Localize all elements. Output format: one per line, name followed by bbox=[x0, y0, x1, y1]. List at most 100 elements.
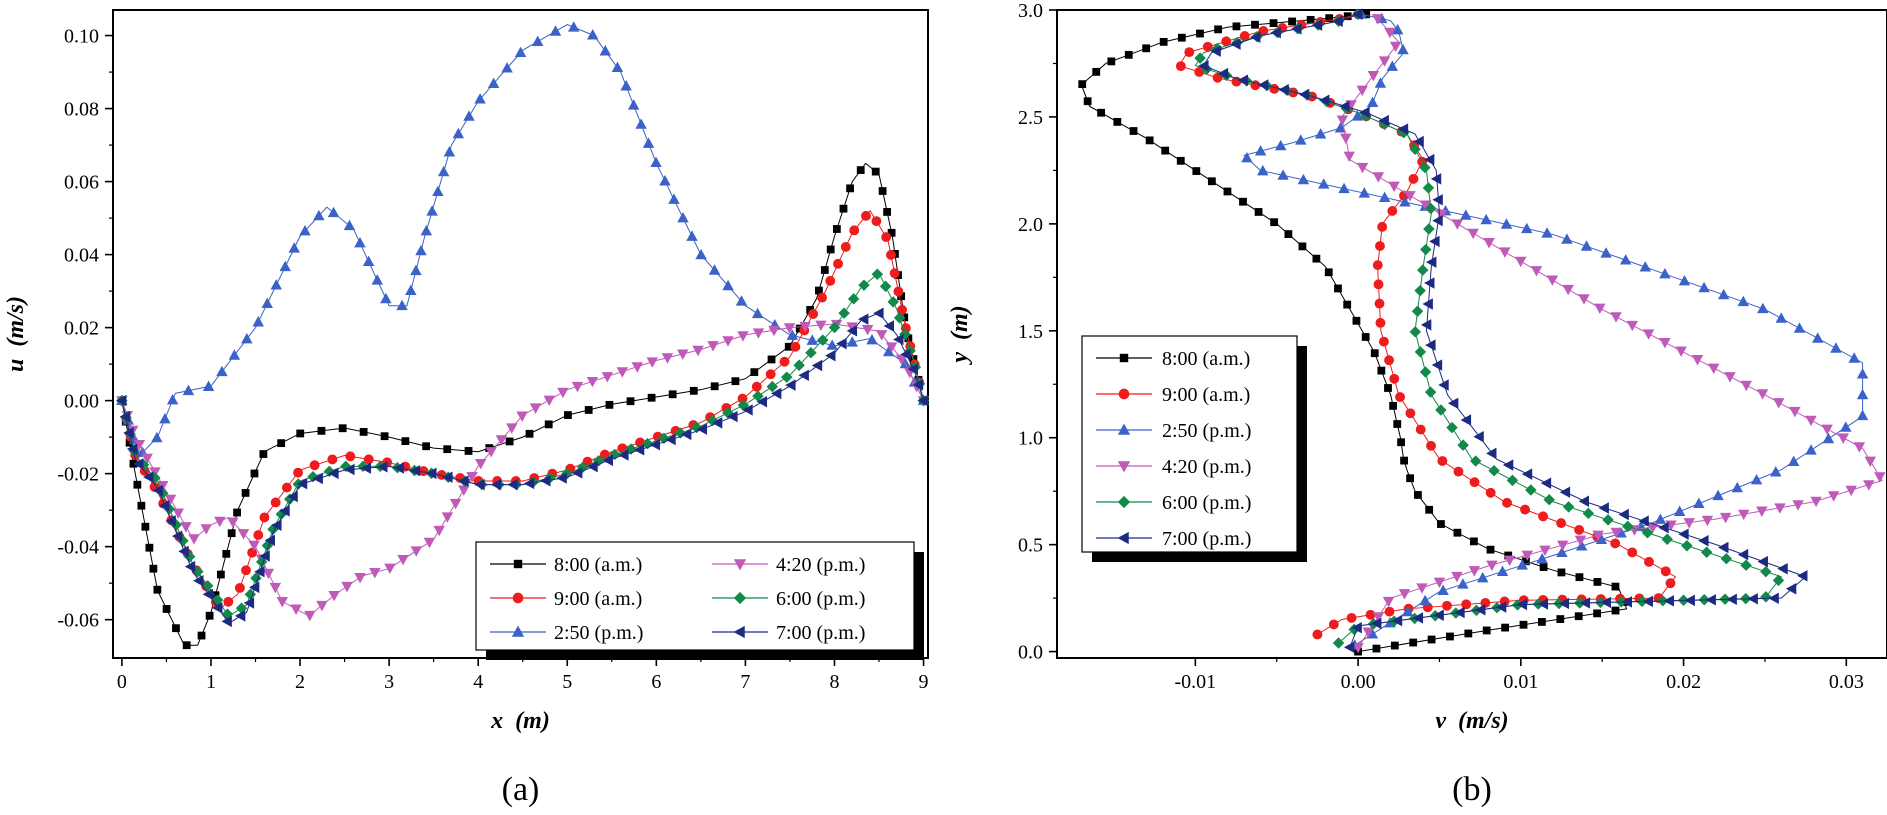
data-point bbox=[312, 472, 323, 485]
data-point bbox=[1724, 372, 1736, 383]
data-point bbox=[405, 284, 417, 295]
data-point bbox=[1202, 41, 1213, 52]
data-point bbox=[1332, 15, 1343, 28]
data-point bbox=[1270, 26, 1281, 39]
data-point bbox=[1384, 384, 1392, 392]
data-point bbox=[1311, 19, 1323, 31]
data-point bbox=[1615, 527, 1627, 538]
data-point bbox=[641, 437, 654, 450]
data-point bbox=[1217, 67, 1229, 80]
data-point bbox=[1437, 520, 1445, 528]
data-point bbox=[241, 489, 250, 497]
data-point bbox=[1580, 240, 1593, 251]
legend: 8:00 (a.m.) 9:00 (a.m.) 2:50 (p.m.) 4:20 (p… bbox=[1081, 335, 1307, 562]
data-point bbox=[1797, 570, 1808, 582]
data-point bbox=[1537, 618, 1546, 626]
data-point bbox=[1805, 415, 1817, 427]
data-point bbox=[1270, 218, 1279, 227]
data-point bbox=[665, 433, 676, 446]
data-point bbox=[1593, 609, 1602, 618]
data-point bbox=[832, 225, 841, 233]
x-tick-label: 5 bbox=[562, 671, 572, 693]
data-point bbox=[463, 110, 475, 121]
data-point bbox=[1514, 256, 1527, 268]
data-point bbox=[262, 568, 275, 580]
data-point bbox=[1495, 601, 1507, 613]
data-point bbox=[200, 524, 212, 535]
data-point bbox=[1673, 505, 1686, 516]
data-point bbox=[248, 581, 260, 594]
data-point bbox=[611, 61, 624, 73]
x-tick-label: -0.01 bbox=[1174, 671, 1216, 693]
data-point bbox=[1424, 277, 1435, 289]
data-point bbox=[360, 462, 372, 474]
data-point bbox=[277, 439, 286, 448]
data-point bbox=[1665, 578, 1676, 589]
data-point bbox=[1288, 17, 1296, 26]
data-point bbox=[299, 224, 311, 236]
data-point bbox=[1372, 260, 1383, 271]
data-point bbox=[505, 437, 514, 446]
data-point bbox=[846, 184, 854, 193]
data-point bbox=[1522, 557, 1530, 566]
data-point bbox=[270, 497, 281, 508]
data-point bbox=[602, 454, 613, 467]
data-point bbox=[1438, 379, 1449, 391]
data-point bbox=[1397, 43, 1409, 55]
x-tick-label: 0.00 bbox=[1341, 671, 1376, 693]
data-point bbox=[710, 382, 719, 391]
data-point bbox=[1460, 414, 1472, 426]
data-point bbox=[288, 242, 300, 253]
data-point bbox=[327, 454, 338, 465]
data-point bbox=[1540, 477, 1552, 489]
data-point bbox=[1562, 284, 1574, 296]
data-point bbox=[222, 549, 231, 558]
data-point bbox=[1257, 79, 1269, 91]
legend-label: 6:00 (p.m.) bbox=[1162, 492, 1251, 514]
data-point bbox=[410, 264, 422, 276]
data-point bbox=[1192, 167, 1201, 175]
data-point bbox=[1822, 432, 1835, 444]
data-point bbox=[540, 475, 551, 487]
data-point bbox=[811, 359, 823, 372]
data-point bbox=[261, 539, 274, 552]
data-point bbox=[401, 437, 410, 446]
data-point bbox=[1770, 466, 1782, 477]
data-point bbox=[1284, 230, 1293, 239]
data-point bbox=[1420, 243, 1432, 256]
data-point bbox=[1737, 548, 1749, 561]
data-point bbox=[1306, 15, 1315, 24]
data-point bbox=[1480, 597, 1491, 608]
data-point bbox=[1414, 491, 1422, 499]
data-point bbox=[1502, 497, 1512, 508]
data-point bbox=[1579, 597, 1591, 609]
data-point bbox=[1432, 194, 1443, 206]
data-point bbox=[756, 395, 768, 408]
data-point bbox=[692, 345, 704, 357]
data-point bbox=[858, 279, 870, 291]
data-point bbox=[162, 605, 171, 613]
data-point bbox=[233, 508, 241, 517]
data-point bbox=[1592, 530, 1604, 542]
legend-marker bbox=[512, 592, 524, 604]
y-tick-label: -0.02 bbox=[57, 464, 99, 486]
data-point bbox=[165, 515, 176, 527]
data-point bbox=[1358, 187, 1371, 198]
data-point bbox=[839, 204, 848, 213]
y-tick-label: 0.02 bbox=[64, 318, 99, 340]
data-point bbox=[345, 451, 356, 462]
data-point bbox=[1343, 151, 1355, 163]
data-point bbox=[1446, 632, 1454, 641]
data-point bbox=[722, 336, 734, 347]
data-point bbox=[790, 341, 801, 352]
data-point bbox=[1346, 612, 1357, 623]
data-point bbox=[420, 224, 433, 236]
data-point bbox=[1352, 316, 1361, 325]
data-point bbox=[261, 297, 273, 309]
data-point bbox=[1374, 77, 1387, 88]
data-point bbox=[1611, 606, 1620, 615]
data-point bbox=[338, 424, 347, 433]
data-point bbox=[1457, 439, 1469, 451]
data-point bbox=[1737, 509, 1750, 521]
data-point bbox=[1340, 133, 1352, 144]
